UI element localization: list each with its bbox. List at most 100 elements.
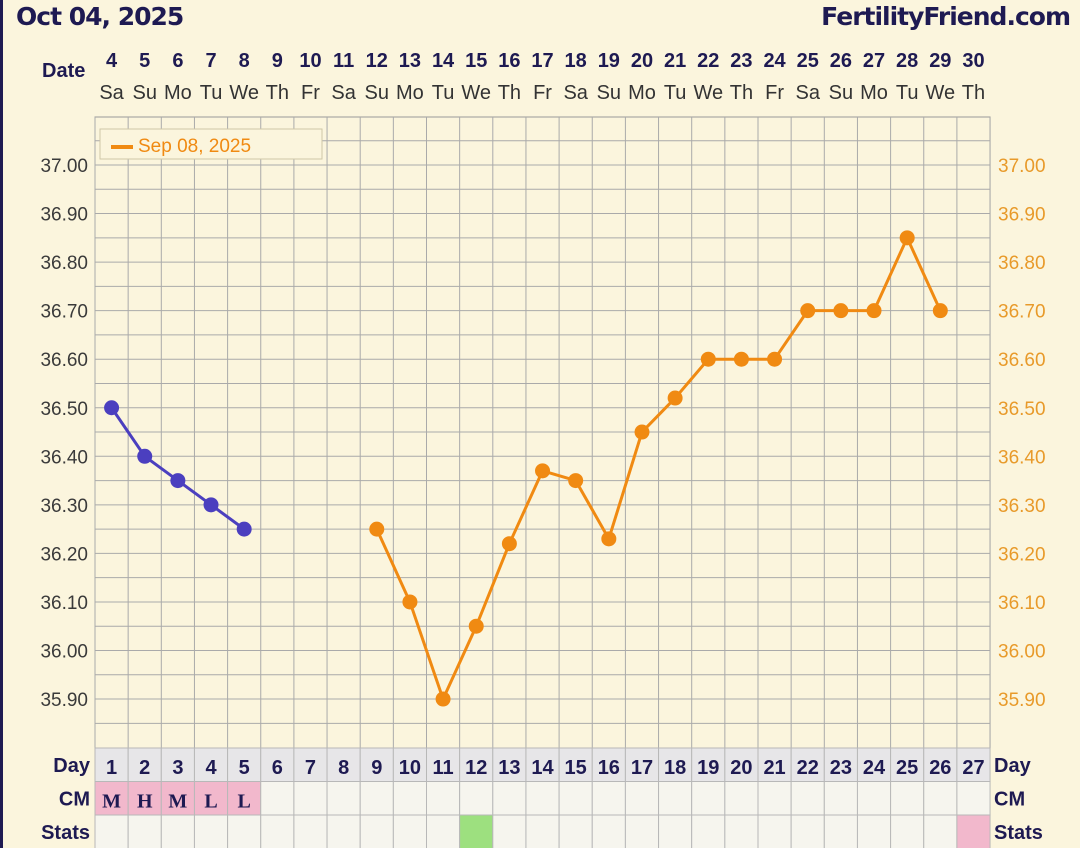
previous-temperature-point <box>435 691 451 707</box>
weekday-label: Tu <box>200 82 223 104</box>
y-tick-right: 36.80 <box>998 253 1046 274</box>
row-label-right: Stats <box>994 822 1043 844</box>
day-cell <box>790 747 825 782</box>
previous-temperature-point <box>733 351 749 367</box>
day-cell <box>293 747 328 782</box>
cm-value: M <box>168 791 187 813</box>
cm-cell <box>127 781 162 816</box>
day-cell <box>359 747 394 782</box>
row-label-right: CM <box>994 789 1025 811</box>
current-temperature-point <box>170 473 186 489</box>
previous-temperature-point <box>501 536 517 552</box>
cm-cell <box>260 781 295 816</box>
cm-cell <box>160 781 195 816</box>
date-number: 22 <box>697 50 719 72</box>
weekday-label: Su <box>365 82 389 104</box>
cm-value: H <box>137 791 153 813</box>
weekday-label: Su <box>132 82 156 104</box>
previous-temperature-point <box>767 351 783 367</box>
cycle-day-number: 8 <box>338 757 349 779</box>
weekday-label: Th <box>498 82 521 104</box>
day-cell <box>426 747 461 782</box>
cm-cell <box>890 781 925 816</box>
date-number: 11 <box>333 50 354 72</box>
date-number: 10 <box>299 50 321 72</box>
row-label-left: CM <box>59 789 90 811</box>
date-number: 25 <box>797 50 819 72</box>
cm-cell <box>392 781 428 816</box>
weekday-label: Mo <box>164 82 192 104</box>
date-number: 7 <box>205 50 216 72</box>
previous-temperature-point <box>833 303 849 319</box>
date-number: 14 <box>432 50 455 72</box>
weekday-label: Tu <box>664 82 687 104</box>
stats-cell <box>459 814 494 848</box>
previous-temperature-point <box>402 594 418 610</box>
stats-cell <box>923 814 958 848</box>
y-tick-right: 36.60 <box>998 350 1046 371</box>
y-tick-right: 36.00 <box>998 642 1046 663</box>
y-tick-right: 36.40 <box>998 447 1046 468</box>
brand-logo-text[interactable]: FertilityFriend.com <box>821 2 1071 31</box>
cycle-day-number: 16 <box>598 757 620 779</box>
cm-cell <box>856 781 892 816</box>
cycle-day-number: 21 <box>763 757 785 779</box>
cm-cell <box>426 781 461 816</box>
y-tick-left: 36.50 <box>40 399 88 420</box>
cycle-day-number: 27 <box>962 757 984 779</box>
weekday-label: Mo <box>860 82 888 104</box>
previous-temperature-point <box>535 463 551 479</box>
day-cell <box>624 747 660 782</box>
y-tick-right: 36.70 <box>998 302 1046 323</box>
cycle-day-number: 1 <box>106 757 117 779</box>
weekday-label: Mo <box>396 82 424 104</box>
date-number: 20 <box>631 50 653 72</box>
previous-temperature-point <box>369 521 385 537</box>
date-number: 8 <box>239 50 250 72</box>
previous-temperature-point <box>800 303 816 319</box>
day-cell <box>890 747 925 782</box>
cycle-day-number: 25 <box>896 757 918 779</box>
chart-date-title: Oct 04, 2025 <box>16 2 184 31</box>
cm-cell <box>359 781 394 816</box>
cycle-day-number: 10 <box>399 757 421 779</box>
previous-temperature-point <box>634 424 650 440</box>
date-number: 6 <box>172 50 183 72</box>
stats-cell <box>757 814 792 848</box>
date-number: 24 <box>763 50 786 72</box>
cm-cell <box>193 781 229 816</box>
y-tick-right: 36.10 <box>998 593 1046 614</box>
cm-cell <box>525 781 560 816</box>
stats-cell <box>293 814 328 848</box>
row-label-left: Day <box>53 755 91 777</box>
cycle-day-number: 18 <box>664 757 686 779</box>
cm-cell <box>823 781 858 816</box>
y-tick-left: 36.30 <box>40 496 88 517</box>
stats-cell <box>856 814 892 848</box>
stats-cell <box>127 814 162 848</box>
previous-temperature-point <box>899 230 915 246</box>
stats-cell <box>658 814 693 848</box>
legend-label: Sep 08, 2025 <box>138 136 251 157</box>
cm-cell <box>724 781 759 816</box>
date-number: 26 <box>830 50 852 72</box>
stats-cell <box>160 814 195 848</box>
weekday-label: We <box>926 82 956 104</box>
date-number: 12 <box>366 50 388 72</box>
y-tick-right: 36.20 <box>998 544 1046 565</box>
cycle-day-number: 13 <box>498 757 520 779</box>
cm-value: M <box>102 791 121 813</box>
weekday-label: Fr <box>301 82 320 104</box>
stats-cell <box>359 814 394 848</box>
stats-cell <box>426 814 461 848</box>
date-row-label: Date <box>42 60 85 82</box>
cm-cell <box>956 781 991 816</box>
current-temperature-point <box>236 521 252 537</box>
previous-temperature-point <box>932 303 948 319</box>
day-cell <box>160 747 195 782</box>
cycle-day-number: 14 <box>531 757 554 779</box>
current-temperature-point <box>104 400 120 416</box>
cycle-day-number: 3 <box>172 757 183 779</box>
